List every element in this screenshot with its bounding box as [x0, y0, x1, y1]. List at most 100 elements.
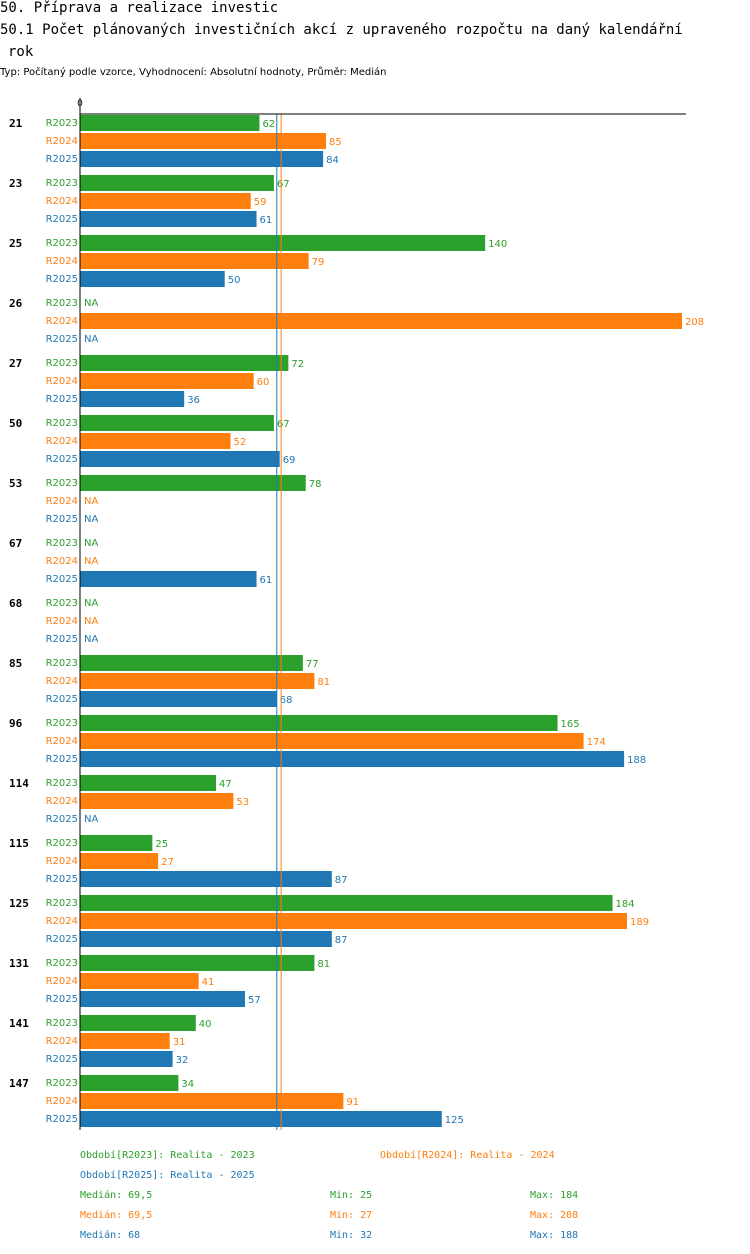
bar — [80, 955, 315, 971]
na-label: NA — [84, 556, 98, 567]
value-label: 32 — [176, 1055, 189, 1066]
bar — [80, 853, 159, 869]
bar — [80, 691, 277, 707]
series-label: R2024 — [46, 556, 78, 567]
series-label: R2024 — [46, 856, 78, 867]
series-label: R2024 — [46, 196, 78, 207]
bar — [80, 733, 584, 749]
bar — [80, 175, 274, 191]
bar — [80, 151, 324, 167]
stat-max-r2024: Max: 208 — [530, 1210, 579, 1221]
category-label: 85 — [9, 657, 22, 670]
series-label: R2023 — [46, 478, 78, 489]
na-label: NA — [84, 514, 98, 525]
category-label: 125 — [9, 897, 29, 910]
series-label: R2025 — [46, 994, 78, 1005]
series-label: R2024 — [46, 376, 78, 387]
series-label: R2024 — [46, 256, 78, 267]
category-label: 53 — [9, 477, 22, 490]
series-label: R2024 — [46, 796, 78, 807]
value-label: 72 — [291, 359, 304, 370]
bar — [80, 451, 280, 467]
stat-median-r2025: Medián: 68 — [80, 1230, 141, 1241]
series-label: R2025 — [46, 1054, 78, 1065]
series-label: R2025 — [46, 454, 78, 465]
na-label: NA — [84, 538, 98, 549]
series-label: R2024 — [46, 436, 78, 447]
bar — [80, 931, 332, 947]
value-label: 53 — [236, 797, 249, 808]
stat-median-r2023: Medián: 69,5 — [80, 1190, 153, 1201]
series-label: R2025 — [46, 214, 78, 225]
series-label: R2023 — [46, 838, 78, 849]
bar — [80, 253, 309, 269]
series-label: R2025 — [46, 334, 78, 345]
series-label: R2023 — [46, 538, 78, 549]
stat-max-r2023: Max: 184 — [530, 1190, 579, 1201]
bar — [80, 571, 257, 587]
value-label: 87 — [335, 935, 348, 946]
bar — [80, 271, 225, 287]
value-label: 52 — [234, 437, 247, 448]
value-label: 47 — [219, 779, 232, 790]
series-label: R2025 — [46, 814, 78, 825]
category-label: 68 — [9, 597, 22, 610]
na-label: NA — [84, 814, 98, 825]
value-label: 27 — [161, 857, 174, 868]
series-label: R2025 — [46, 694, 78, 705]
bar — [80, 355, 289, 371]
category-label: 147 — [9, 1077, 29, 1090]
bar — [80, 751, 625, 767]
series-label: R2024 — [46, 496, 78, 507]
bar — [80, 193, 251, 209]
bar — [80, 655, 303, 671]
series-label: R2025 — [46, 934, 78, 945]
category-label: 23 — [9, 177, 22, 190]
na-label: NA — [84, 598, 98, 609]
chart-meta: Typ: Počítaný podle vzorce, Vyhodnocení:… — [0, 67, 387, 78]
value-label: 61 — [260, 575, 273, 586]
na-label: NA — [84, 298, 98, 309]
series-label: R2024 — [46, 136, 78, 147]
bar — [80, 835, 153, 851]
value-label: 62 — [262, 119, 275, 130]
na-label: NA — [84, 496, 98, 507]
series-label: R2025 — [46, 154, 78, 165]
na-label: NA — [84, 334, 98, 345]
series-label: R2024 — [46, 736, 78, 747]
series-label: R2025 — [46, 574, 78, 585]
series-label: R2024 — [46, 316, 78, 327]
na-label: NA — [84, 634, 98, 645]
value-label: 184 — [616, 899, 635, 910]
series-label: R2025 — [46, 394, 78, 405]
series-label: R2025 — [46, 874, 78, 885]
value-label: 165 — [561, 719, 580, 730]
bar — [80, 1075, 179, 1091]
value-label: 25 — [155, 839, 168, 850]
category-label: 67 — [9, 537, 22, 550]
bar — [80, 895, 613, 911]
bar — [80, 715, 558, 731]
series-label: R2024 — [46, 916, 78, 927]
category-label: 25 — [9, 237, 22, 250]
series-label: R2024 — [46, 1036, 78, 1047]
category-label: 131 — [9, 957, 29, 970]
bar — [80, 991, 245, 1007]
bar — [80, 313, 682, 329]
value-label: 81 — [317, 959, 330, 970]
stat-max-r2025: Max: 188 — [530, 1230, 579, 1241]
series-label: R2024 — [46, 1096, 78, 1107]
page-title: 50. Příprava a realizace investic — [0, 0, 279, 16]
series-label: R2023 — [46, 298, 78, 309]
series-label: R2025 — [46, 634, 78, 645]
bar — [80, 1015, 196, 1031]
category-label: 114 — [9, 777, 29, 790]
bar — [80, 871, 332, 887]
series-label: R2023 — [46, 778, 78, 789]
series-label: R2023 — [46, 598, 78, 609]
chart-title-continued: rok — [8, 44, 34, 60]
legend-item-r2025: Období[R2025]: Realita - 2025 — [80, 1170, 255, 1181]
series-label: R2023 — [46, 358, 78, 369]
bar — [80, 913, 628, 929]
value-label: 77 — [306, 659, 319, 670]
